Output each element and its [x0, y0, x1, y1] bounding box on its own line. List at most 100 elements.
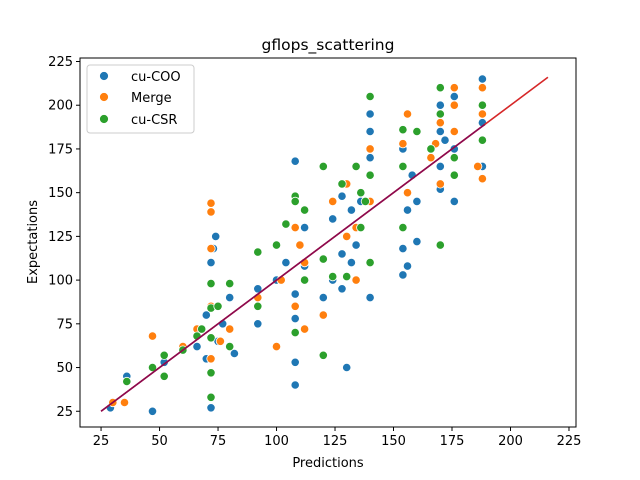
point-cu-csr	[435, 83, 445, 93]
point-cu-coo	[318, 292, 328, 303]
y-tick-label: 100	[48, 274, 73, 289]
point-merge	[402, 109, 413, 119]
point-cu-coo	[147, 406, 158, 416]
point-merge	[449, 83, 459, 93]
point-merge	[225, 324, 235, 334]
point-merge	[206, 198, 216, 208]
point-cu-csr	[318, 161, 328, 171]
point-merge	[215, 336, 225, 346]
legend-label-cu-csr: cu-CSR	[131, 113, 177, 128]
point-merge	[426, 153, 436, 163]
point-merge	[435, 179, 445, 189]
point-cu-coo	[337, 249, 347, 259]
point-cu-coo	[402, 205, 413, 215]
point-cu-coo	[449, 91, 459, 102]
point-merge	[477, 174, 487, 184]
point-cu-csr	[365, 257, 375, 268]
point-cu-coo	[206, 403, 216, 413]
point-cu-coo	[253, 319, 263, 329]
point-cu-coo	[365, 153, 375, 163]
point-merge	[398, 139, 408, 149]
x-axis-label: Predictions	[292, 456, 364, 471]
point-merge	[299, 324, 310, 334]
y-tick-label: 150	[48, 186, 73, 201]
point-cu-coo	[477, 74, 487, 84]
plot-frame	[79, 57, 577, 428]
legend-box	[86, 64, 195, 134]
point-cu-coo	[398, 244, 408, 254]
point-merge	[342, 231, 352, 241]
point-cu-csr	[213, 301, 223, 311]
point-cu-csr	[398, 161, 408, 171]
point-cu-coo	[365, 126, 375, 137]
reference-lines-layer	[100, 76, 549, 412]
point-cu-coo	[337, 191, 347, 201]
point-cu-coo	[206, 257, 216, 268]
point-cu-csr	[290, 196, 300, 206]
point-merge	[206, 354, 216, 364]
point-cu-csr	[290, 327, 300, 338]
point-cu-csr	[365, 170, 375, 180]
point-cu-coo	[290, 289, 300, 299]
point-cu-csr	[318, 254, 328, 264]
point-cu-coo	[346, 205, 356, 215]
point-cu-coo	[402, 261, 413, 271]
point-cu-csr	[351, 161, 361, 171]
x-tick-label: 100	[264, 434, 289, 449]
point-merge	[147, 331, 158, 341]
point-cu-coo	[342, 362, 352, 373]
point-cu-csr	[197, 324, 207, 334]
point-cu-coo	[398, 270, 408, 280]
point-cu-csr	[225, 278, 235, 289]
x-tick-label: 125	[323, 434, 348, 449]
point-cu-csr	[435, 109, 445, 119]
point-cu-coo	[225, 292, 235, 303]
legend-label-cu-coo: cu-COO	[131, 70, 181, 85]
point-cu-csr	[477, 100, 487, 110]
point-cu-coo	[440, 135, 450, 145]
point-merge	[318, 310, 328, 320]
point-cu-csr	[271, 240, 282, 250]
point-cu-csr	[426, 144, 436, 154]
point-cu-coo	[435, 100, 445, 110]
point-cu-coo	[229, 348, 239, 359]
point-cu-coo	[435, 126, 445, 137]
point-cu-coo	[365, 109, 375, 119]
point-cu-csr	[206, 392, 216, 402]
point-cu-csr	[159, 350, 169, 360]
x-tick-label: 50	[151, 434, 168, 449]
point-cu-csr	[281, 219, 291, 229]
point-cu-csr	[206, 333, 216, 343]
point-cu-coo	[412, 196, 422, 206]
point-cu-csr	[356, 223, 366, 233]
x-tick-label: 75	[210, 434, 227, 449]
points-layer	[105, 74, 487, 416]
point-cu-coo	[201, 310, 211, 320]
point-merge	[206, 244, 216, 254]
point-cu-csr	[206, 278, 216, 289]
point-cu-coo	[449, 196, 459, 206]
point-cu-coo	[346, 257, 356, 268]
point-cu-csr	[328, 271, 338, 282]
point-cu-csr	[159, 371, 169, 381]
legend-label-merge: Merge	[131, 91, 172, 106]
x-axis: 25 50 75 100 125 150 175 200 225	[93, 427, 581, 449]
point-cu-csr	[253, 301, 263, 311]
y-tick-label: 175	[48, 142, 73, 157]
point-cu-csr	[253, 247, 263, 257]
point-cu-coo	[290, 313, 300, 324]
point-merge	[477, 83, 487, 93]
point-cu-csr	[299, 205, 310, 215]
point-cu-coo	[192, 341, 202, 352]
point-merge	[119, 397, 130, 408]
point-cu-coo	[290, 357, 300, 367]
legend-marker-cu-coo	[99, 71, 109, 81]
point-cu-coo	[449, 144, 459, 154]
y-tick-label: 75	[56, 317, 73, 332]
point-merge	[477, 109, 487, 119]
y-axis: 25 50 75 100 125 150 175 200 225	[48, 55, 80, 420]
point-cu-coo	[412, 237, 422, 247]
legend-marker-cu-csr	[99, 114, 109, 124]
point-merge	[449, 126, 459, 137]
point-cu-coo	[328, 214, 338, 224]
